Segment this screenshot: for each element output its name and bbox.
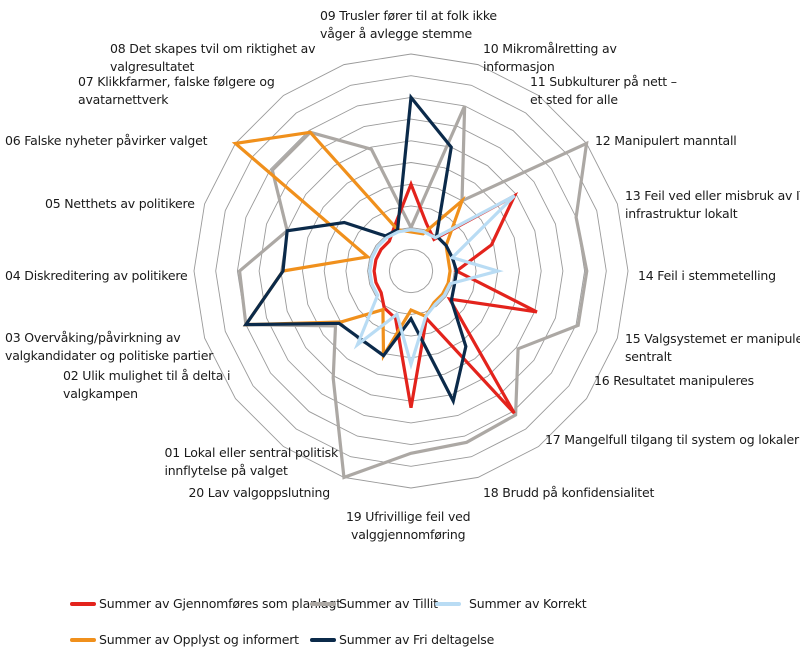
legend-swatch [310,637,336,642]
axis-label-07: 07 Klikkfarmer, falske følgere og avatarn… [78,73,275,109]
axis-label-08: 08 Det skapes tvil om riktighet av valgre… [110,40,315,76]
grid-ring [345,205,477,337]
radar-grid [193,53,629,489]
series-line-0 [237,105,589,480]
grid-ring [388,248,434,294]
axis-label-line: 13 Feil ved eller misbruk av IT [625,188,800,203]
grid-ring [215,75,607,467]
legend-swatch [70,637,96,642]
legend-item-korrekt: Summer av Korrekt [435,596,587,611]
legend-swatch [435,601,461,606]
axis-label-line: 03 Overvåking/påvirkning av [5,330,181,345]
axis-label-line: valgkampen [63,386,138,401]
axis-label-01: 01 Lokal eller sentral politisk innflytel… [164,444,338,480]
axis-label-04: 04 Diskreditering av politikere [5,267,188,285]
axis-label-line: 07 Klikkfarmer, falske følgere og [78,74,275,89]
axis-label-line: valgresultatet [110,59,195,74]
axis-label-line: et sted for alle [530,92,618,107]
axis-label-line: 04 Diskreditering av politikere [5,268,188,283]
radar-series [231,93,589,480]
legend-item-opplyst: Summer av Opplyst og informert [70,632,299,647]
grid-ring [323,183,499,359]
axis-label-line: 19 Ufrivillige feil ved [346,509,471,524]
axis-label-line: våger å avlegge stemme [320,26,472,41]
axis-label-12: 12 Manipulert manntall [595,132,737,150]
axis-label-20: 20 Lav valgoppslutning [188,484,330,502]
axis-label-line: valgkandidater og politiske partier [5,348,214,363]
axis-label-line: 01 Lokal eller sentral politisk [164,445,338,460]
axis-label-18: 18 Brudd på konfidensialitet [483,484,654,502]
axis-label-line: 20 Lav valgoppslutning [188,485,330,500]
legend-item-gjennomfores: Summer av Gjennomføres som planlagt [70,596,341,611]
axis-label-line: 08 Det skapes tvil om riktighet av [110,41,316,56]
axis-label-05: 05 Netthets av politikere [45,195,195,213]
axis-label-line: infrastruktur lokalt [625,206,738,221]
grid-ring [236,96,586,446]
axis-label-line: valggjennomføring [351,527,466,542]
legend-label: Summer av Gjennomføres som planlagt [99,596,341,611]
axis-label-line: avatarnettverk [78,92,169,107]
axis-label-11: 11 Subkulturer på nett – et sted for alle [530,73,677,109]
axis-label-line: 14 Feil i stemmetelling [638,268,776,283]
axis-label-line: 18 Brudd på konfidensialitet [483,485,655,500]
grid-ring [193,53,629,489]
axis-label-line: 16 Resultatet manipuleres [594,373,754,388]
axis-label-line: 15 Valgsystemet er manipulert [625,331,800,346]
legend-label: Summer av Opplyst og informert [99,632,299,647]
axis-label-10: 10 Mikromålretting av informasjon [483,40,617,76]
axis-label-line: 11 Subkulturer på nett – [530,74,677,89]
axis-label-line: 02 Ulik mulighet til å delta i [63,368,231,383]
axis-label-line: 06 Falske nyheter påvirker valget [5,133,208,148]
legend-label: Summer av Tillit [339,596,438,611]
axis-label-line: 09 Trusler fører til at folk ikke [320,8,497,23]
axis-label-line: 17 Mangelfull tilgang til system og loka… [545,432,799,447]
axis-label-line: 12 Manipulert manntall [595,133,737,148]
axis-label-line: 10 Mikromålretting av [483,41,617,56]
grid-ring [258,118,564,424]
legend-swatch [310,601,336,606]
legend-item-tillit: Summer av Tillit [310,596,438,611]
axis-label-line: 05 Netthets av politikere [45,196,195,211]
axis-label-02: 02 Ulik mulighet til å delta i valgkampen [63,367,230,403]
axis-label-15: 15 Valgsystemet er manipulert sentralt [625,330,800,366]
axis-label-16: 16 Resultatet manipuleres [594,372,754,390]
axis-label-06: 06 Falske nyheter påvirker valget [5,132,208,150]
legend-label: Summer av Korrekt [469,596,587,611]
axis-label-line: innflytelse på valget [164,463,288,478]
axis-label-14: 14 Feil i stemmetelling [638,267,776,285]
axis-label-line: informasjon [483,59,555,74]
series-line-4 [353,194,516,370]
axis-label-17: 17 Mangelfull tilgang til system og loka… [545,431,799,449]
legend-swatch [70,601,96,606]
axis-label-09: 09 Trusler fører til at folk ikke våger å… [320,7,497,43]
axis-label-19: 19 Ufrivillige feil ved valggjennomføring [346,508,471,544]
axis-label-13: 13 Feil ved eller misbruk av IT infrastru… [625,187,800,223]
axis-label-03: 03 Overvåking/påvirkning av valgkandidate… [5,329,213,365]
series-line-3 [242,93,468,406]
legend-item-fri-deltagelse: Summer av Fri deltagelse [310,632,494,647]
series-line-1 [372,179,538,415]
legend-label: Summer av Fri deltagelse [339,632,495,647]
axis-label-line: sentralt [625,349,672,364]
